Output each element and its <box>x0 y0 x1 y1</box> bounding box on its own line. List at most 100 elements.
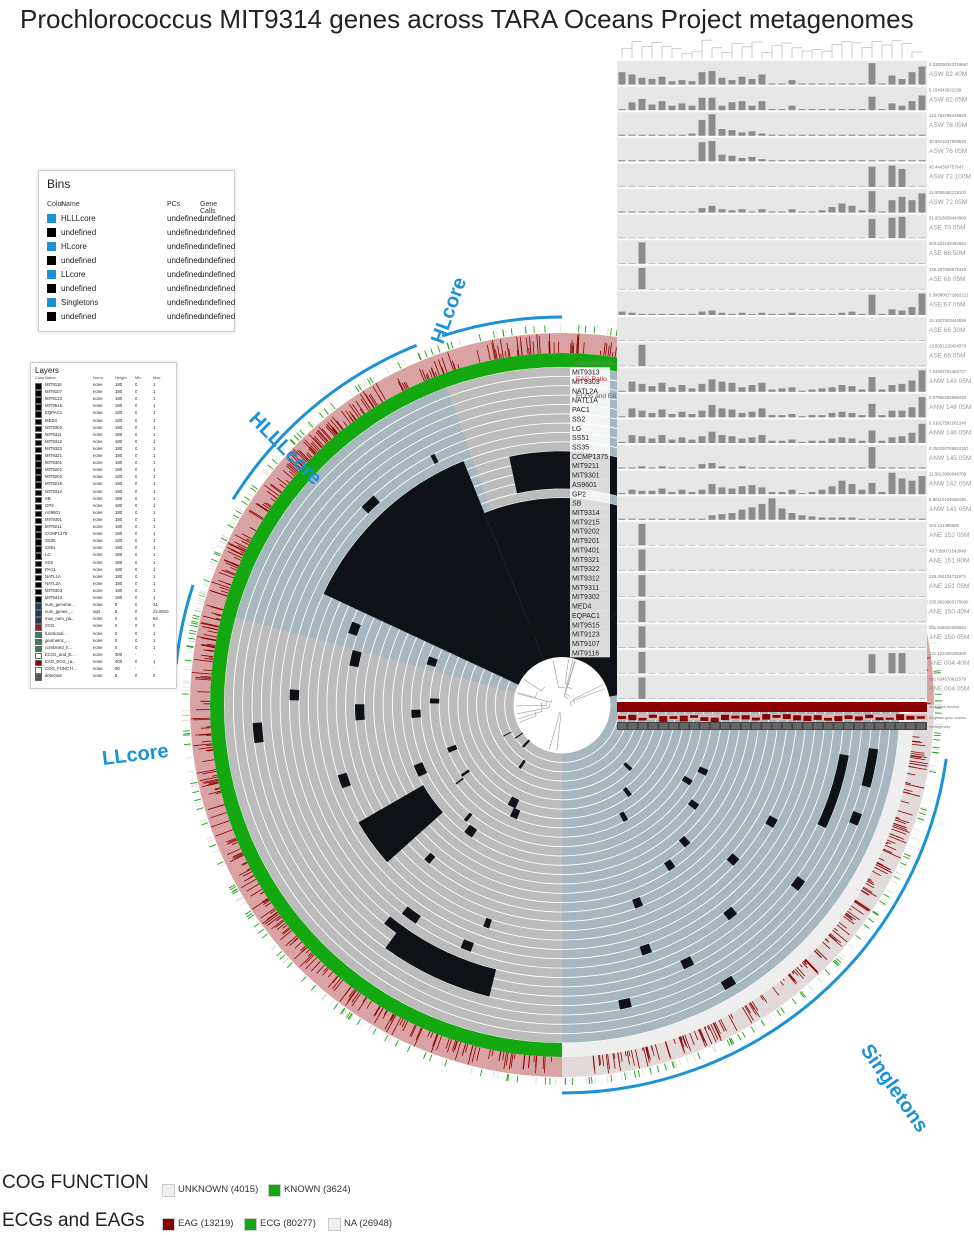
layer-color-swatch[interactable] <box>35 560 42 567</box>
layer-row[interactable]: MIT9515 none 180 0 1 <box>35 403 173 411</box>
layer-color-swatch[interactable] <box>35 674 42 681</box>
bin-color-swatch[interactable] <box>47 228 56 237</box>
bin-row[interactable]: undefined undefined undefined <box>47 227 235 239</box>
layer-row[interactable]: functional... none 0 0 1 <box>35 631 173 638</box>
layer-row[interactable]: MIT9201 none 180 0 1 <box>35 467 173 475</box>
layer-color-swatch[interactable] <box>35 574 42 582</box>
bin-row[interactable]: undefined undefined undefined <box>47 255 235 267</box>
bin-color-swatch[interactable] <box>47 298 56 307</box>
layer-row[interactable]: MIT9301 none 180 0 1 <box>35 517 173 525</box>
layer-color-swatch[interactable] <box>35 596 42 603</box>
bin-row[interactable]: HLLLcore undefined undefined <box>47 213 235 225</box>
layer-row[interactable]: MED4 none 180 0 1 <box>35 418 173 425</box>
layer-color-swatch[interactable] <box>35 603 42 610</box>
layer-color-swatch[interactable] <box>35 638 42 646</box>
layer-row[interactable]: EQPAC1 none 180 0 1 <box>35 410 173 418</box>
layer-row[interactable]: MIT9116 none 180 0 1 <box>35 382 173 390</box>
bin-color-swatch[interactable] <box>47 256 56 265</box>
layer-row[interactable]: PAC1 none 180 0 1 <box>35 567 173 575</box>
layer-row[interactable]: MIT9211 none 180 0 1 <box>35 524 173 532</box>
layer-color-swatch[interactable] <box>35 588 42 596</box>
layer-row[interactable]: MIT9312 none 180 0 1 <box>35 439 173 447</box>
bin-row[interactable]: Singletons undefined undefined <box>47 297 235 309</box>
bin-row[interactable]: undefined undefined undefined <box>47 311 235 323</box>
layer-color-swatch[interactable] <box>35 667 42 674</box>
bin-color-swatch[interactable] <box>47 284 56 293</box>
layer-color-swatch[interactable] <box>35 489 42 496</box>
layer-row[interactable]: geometric_... none 0 0 1 <box>35 638 173 646</box>
layer-color-swatch[interactable] <box>35 404 42 411</box>
layer-color-swatch[interactable] <box>35 482 42 489</box>
layer-row[interactable]: SB none 180 0 1 <box>35 496 173 504</box>
layer-color-swatch[interactable] <box>35 432 42 440</box>
layer-color-swatch[interactable] <box>35 581 42 589</box>
layer-color-swatch[interactable] <box>35 475 42 482</box>
bin-color-swatch[interactable] <box>47 312 56 321</box>
layer-row[interactable]: COG_FUNCTI... none 90- - <box>35 666 173 674</box>
layer-color-swatch[interactable] <box>35 532 42 539</box>
layer-row[interactable]: AS9601 none 180 0 1 <box>35 510 173 518</box>
bin-row[interactable]: undefined undefined undefined <box>47 283 235 295</box>
layer-color-swatch[interactable] <box>35 503 42 511</box>
layer-color-swatch[interactable] <box>35 411 42 418</box>
layer-row[interactable]: SCG none 0 0 0 <box>35 623 173 631</box>
layer-color-swatch[interactable] <box>35 418 42 425</box>
layer-row[interactable]: MIT9302 none 180 0 1 <box>35 425 173 433</box>
layer-row[interactable]: MIT9321 none 180 0 1 <box>35 453 173 461</box>
layer-row[interactable]: combined_h... none 0 0 1 <box>35 645 173 653</box>
layer-color-swatch[interactable] <box>35 553 42 560</box>
layer-color-swatch[interactable] <box>35 446 42 454</box>
layer-row[interactable]: EAG_ECG_ra... none 400 0 1 <box>35 659 173 667</box>
layer-row[interactable]: MIT9215 none 180 0 1 <box>35 481 173 489</box>
bin-color-swatch[interactable] <box>47 270 56 279</box>
layer-color-swatch[interactable] <box>35 546 42 553</box>
layer-row[interactable]: ECGs_and_E... none 300- - <box>35 652 173 660</box>
layer-row[interactable]: MIT9401 none 180 0 1 <box>35 460 173 468</box>
layer-row[interactable]: SS35 none 180 0 1 <box>35 538 173 546</box>
bin-color-swatch[interactable] <box>47 214 56 223</box>
layer-row[interactable]: num_genome... none 0 0 31 <box>35 602 173 610</box>
layer-row[interactable]: max_num_pa... none 0 0 54 <box>35 616 173 624</box>
layer-color-swatch[interactable] <box>35 425 42 433</box>
bin-color-swatch[interactable] <box>47 242 56 251</box>
layer-color-swatch[interactable] <box>35 496 42 504</box>
layer-color-swatch[interactable] <box>35 383 42 390</box>
layer-row[interactable]: MIT9202 none 180 0 1 <box>35 474 173 482</box>
layer-color-swatch[interactable] <box>35 517 42 525</box>
layer-row[interactable]: GP2 none 180 0 1 <box>35 503 173 511</box>
layer-color-swatch[interactable] <box>35 390 42 397</box>
layer-color-swatch[interactable] <box>35 624 42 631</box>
layer-row[interactable]: MIT9322 none 180 0 1 <box>35 446 173 454</box>
layer-color-swatch[interactable] <box>35 645 42 653</box>
layer-color-swatch[interactable] <box>35 439 42 447</box>
layer-color-swatch[interactable] <box>35 461 42 468</box>
layer-color-swatch[interactable] <box>35 525 42 532</box>
layer-row[interactable]: SS51 none 180 0 1 <box>35 545 173 553</box>
layer-row[interactable]: NATL2A none 180 0 1 <box>35 581 173 589</box>
layer-row[interactable]: num_genes_... sqrt 0 0 22.6910 <box>35 609 173 617</box>
layer-row[interactable]: LG none 180 0 1 <box>35 552 173 560</box>
layer-row[interactable]: detection none 0 0 0 <box>35 673 173 681</box>
layer-row[interactable]: MIT9313 none 180 0 1 <box>35 595 173 603</box>
layer-row[interactable]: MIT9311 none 180 0 1 <box>35 432 173 440</box>
layer-color-swatch[interactable] <box>35 567 42 575</box>
layer-row[interactable]: MIT9107 none 180 0 1 <box>35 389 173 397</box>
layer-color-swatch[interactable] <box>35 631 42 638</box>
layer-color-swatch[interactable] <box>35 510 42 518</box>
layer-row[interactable]: MIT9303 none 180 0 1 <box>35 588 173 596</box>
layer-row[interactable]: NATL1A none 180 0 1 <box>35 574 173 582</box>
layer-row[interactable]: SS2 none 180 0 1 <box>35 560 173 567</box>
layer-row[interactable]: CCMP1375 none 180 0 1 <box>35 531 173 539</box>
layer-row[interactable]: MIT9123 none 180 0 1 <box>35 396 173 404</box>
layer-color-swatch[interactable] <box>35 659 42 667</box>
layer-color-swatch[interactable] <box>35 652 42 660</box>
layer-color-swatch[interactable] <box>35 610 42 617</box>
layer-color-swatch[interactable] <box>35 468 42 475</box>
bin-row[interactable]: LLcore undefined undefined <box>47 269 235 281</box>
layer-color-swatch[interactable] <box>35 617 42 624</box>
layer-row[interactable]: MIT9314 none 180 0 1 <box>35 489 173 496</box>
layer-color-swatch[interactable] <box>35 539 42 546</box>
bin-row[interactable]: HLcore undefined undefined <box>47 241 235 253</box>
layer-color-swatch[interactable] <box>35 454 42 461</box>
layer-color-swatch[interactable] <box>35 397 42 404</box>
